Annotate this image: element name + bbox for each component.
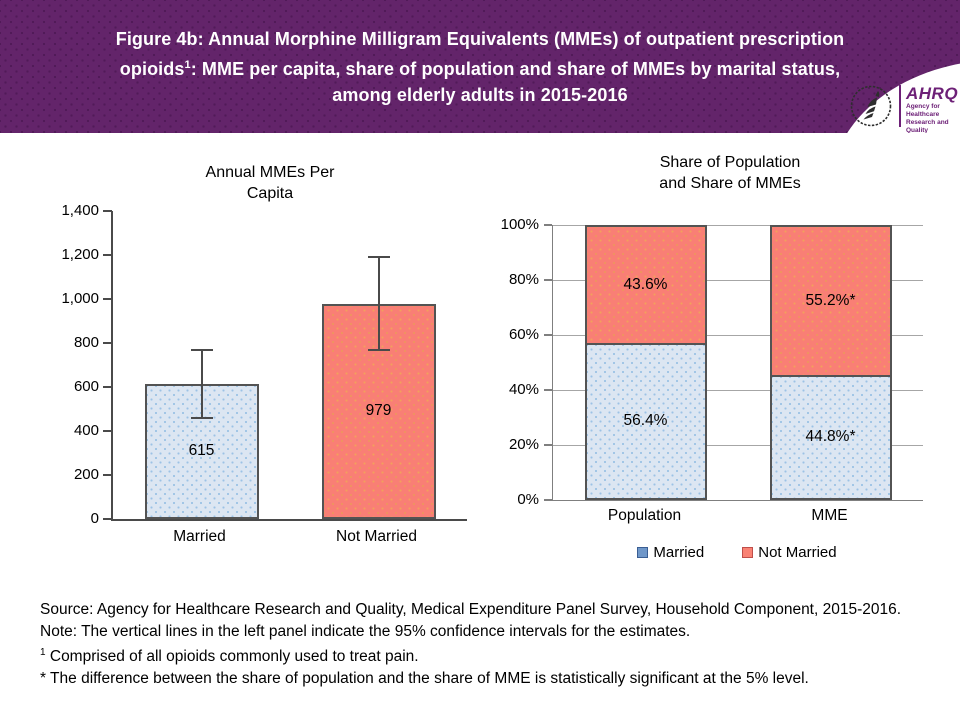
legend-label-married: Married [653,543,705,561]
right-chart-title: Share of Population and Share of MMEs [659,154,801,192]
right-y-tick-label: 100% [500,216,539,233]
ahrq-tagline-2: Research and Quality [906,119,949,133]
error-bar-line-married [200,349,203,418]
right-y-tick [544,334,552,336]
error-bar-cap-top [367,255,390,258]
left-x-category-not-married: Not Married [336,528,417,545]
right-x-category-population: Population [607,507,682,524]
right-y-tick [544,279,552,281]
left-y-tick [103,254,112,256]
ahrq-tagline-1: Agency for Healthcare [906,103,940,118]
left-chart-plot-area: 0 200 400 600 800 1,000 1,200 1,400 615 979 [61,202,467,527]
segment-not-married-population: 43.6% [584,225,707,345]
right-y-tick [544,499,552,501]
segment-married-mme: 44.8%* [769,376,892,500]
right-chart-legend: Married Not Married [552,542,922,562]
left-y-tick-label: 600 [73,378,99,395]
segment-label-not-married-population: 43.6% [623,275,668,293]
left-y-tick [103,474,112,476]
right-chart-x-axis-labels: Population MME [552,507,922,527]
right-y-tick-label: 40% [508,381,539,398]
left-y-tick-label: 800 [73,334,99,351]
right-gridline-80% [553,279,923,281]
bar-value-label-married: 615 [188,442,215,460]
right-y-tick-label: 60% [508,326,539,343]
legend-swatch-married [637,546,649,558]
right-y-tick [544,224,552,226]
figure-title-line2-pre: opioids [119,59,185,79]
error-bar-cap-top [190,348,213,351]
right-gridline-20% [553,444,923,446]
figure-title: Figure 4b: Annual Morphine Milligram Equ… [90,26,870,108]
left-y-tick-label: 1,000 [61,290,99,307]
source-note: Source: Agency for Healthcare Research a… [40,601,902,618]
right-gridline-40% [553,389,923,391]
ahrq-logo: AHRQ Agency for Healthcare Research and … [849,82,959,134]
left-y-tick-label: 400 [73,422,99,439]
footnote-1: 1 Comprised of all opioids commonly used… [40,642,935,668]
error-bar-cap-bottom [190,416,213,419]
left-y-tick [103,386,112,388]
right-y-tick-label: 0% [517,491,539,508]
segment-label-married-mme: 44.8%* [805,428,856,446]
right-chart-plot-area: 0% 20% 40% 60% 80% 100% 56.4% 43.6% 44.8%* 55.2%* [501,216,923,508]
right-y-tick [544,444,552,446]
right-y-tick-label: 80% [508,271,539,288]
figure-title-line1-text: Figure 4b: Annual Morphine Milligram Equ… [115,29,845,49]
ahrq-abbr-text: AHRQ [906,84,959,103]
figure-title-line2-post: : MME per capita, share of population an… [190,59,841,79]
left-y-tick [103,518,112,520]
stacked-bar-mme: 44.8%* 55.2%* [769,225,892,500]
left-y-tick [103,430,112,432]
footnote-1-marker: 1 [40,647,46,658]
right-y-tick-label: 20% [508,436,539,453]
figure-title-superscript: 1 [184,59,191,71]
error-bar-cap-bottom [367,349,390,352]
left-y-tick-label: 1,200 [61,246,99,263]
left-y-tick-label: 200 [73,466,99,483]
legend-label-not-married: Not Married [758,543,837,561]
segment-label-married-population: 56.4% [623,412,668,430]
figure-title-line1: Figure 4b: Annual Morphine Milligram Equ… [90,26,870,52]
segment-married-population: 56.4% [584,344,707,500]
left-y-tick [103,298,112,300]
ahrq-wordmark: AHRQ Agency for Healthcare Research and … [906,84,959,134]
bar-value-label-not-married: 979 [365,402,392,420]
logo-divider [899,85,901,127]
left-y-tick-label: 0 [90,510,99,527]
right-gridline-60% [553,334,923,336]
footnotes: Source: Agency for Healthcare Research a… [40,599,935,689]
legend-item-married: Married [637,544,704,561]
segment-label-not-married-mme: 55.2%* [805,291,856,309]
left-x-category-married: Married [173,528,226,545]
left-chart-x-axis-labels: Married Not Married [111,528,465,548]
legend-swatch-not-married [742,546,754,558]
figure-title-line3-text: among elderly adults in 2015-2016 [332,85,628,105]
legend-item-not-married: Not Married [742,543,837,561]
ci-note: Note: The vertical lines in the left pan… [40,622,691,640]
right-y-tick [544,389,552,391]
hhs-eagle-icon [850,85,892,127]
left-y-tick [103,342,112,344]
segment-not-married-mme: 55.2%* [769,225,892,377]
footnote-1-text: Comprised of all opioids commonly used t… [45,648,419,666]
stacked-bar-population: 56.4% 43.6% [584,225,707,500]
right-gridline-100% [553,224,923,226]
footnote-star: * The difference between the share of po… [40,669,809,687]
figure-title-line2: opioids1: MME per capita, share of popul… [90,52,870,82]
left-chart-title: Annual MMEs Per Capita [205,164,335,202]
left-y-tick-label: 1,400 [61,202,99,219]
figure-title-line3: among elderly adults in 2015-2016 [90,82,870,108]
right-x-category-mme: MME [811,507,848,524]
left-y-tick [103,210,112,212]
figure-header: Figure 4b: Annual Morphine Milligram Equ… [0,0,960,133]
error-bar-line-not-married [377,256,380,351]
